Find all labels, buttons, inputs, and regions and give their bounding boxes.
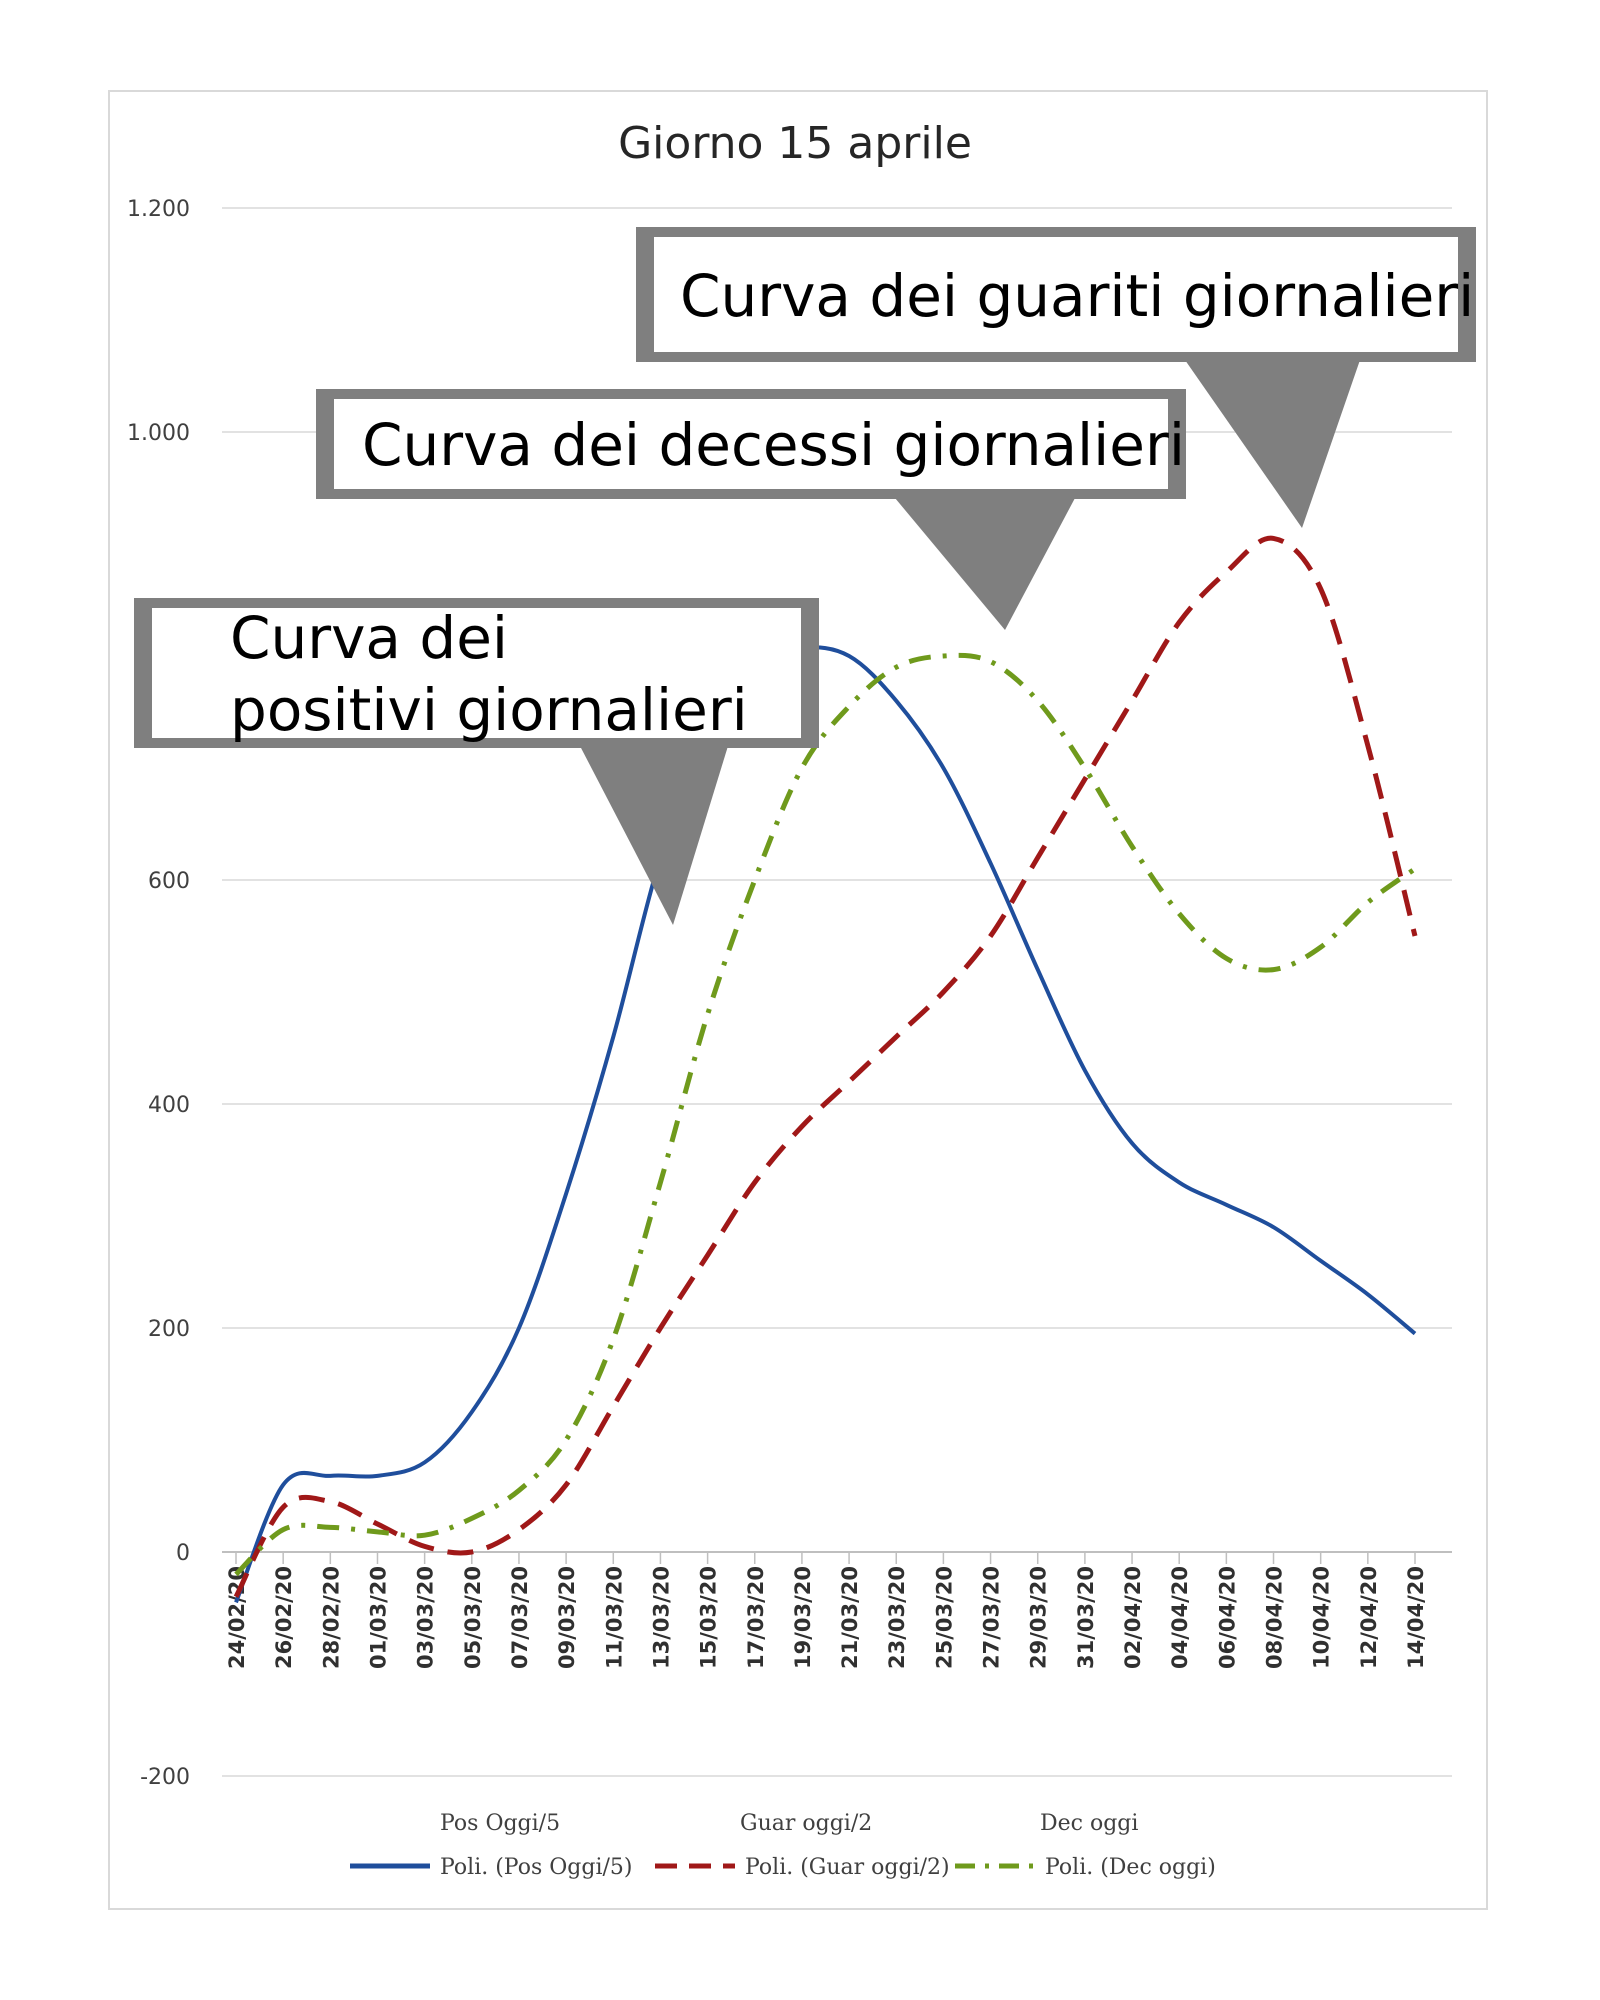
y-axis-ticks: -200 0 200 400 600 1.000 1.200: [127, 197, 190, 1790]
x-tick-label: 23/03/20: [885, 1566, 909, 1669]
callout-text: Curva dei: [230, 604, 508, 672]
x-tick-label: 31/03/20: [1074, 1566, 1098, 1669]
y-tick-label: 600: [148, 869, 190, 894]
y-tick-label: 0: [176, 1541, 190, 1566]
callout-layer: Curva dei guariti giornalieri Curva dei d…: [134, 227, 1476, 925]
x-tick-label: 15/03/20: [697, 1566, 721, 1669]
x-tick-label: 07/03/20: [508, 1566, 532, 1669]
chart-title: Giorno 15 aprile: [618, 118, 972, 169]
y-tick-label: 200: [148, 1317, 190, 1342]
series-line-2: [234, 652, 1417, 1577]
legend-entry-bottom: Poli. (Dec oggi): [1045, 1855, 1216, 1880]
series-line-1: [233, 535, 1418, 1598]
x-tick-label: 09/03/20: [555, 1566, 579, 1669]
x-tick-label: 27/03/20: [980, 1566, 1004, 1669]
legend: Pos Oggi/5 Guar oggi/2 Dec oggi Poli. (Pos …: [350, 1811, 1216, 1880]
x-tick-label: 10/04/20: [1310, 1566, 1334, 1669]
x-tick-label: 25/03/20: [932, 1566, 956, 1669]
x-tick-label: 03/03/20: [414, 1566, 438, 1669]
x-tick-label: 01/03/20: [366, 1566, 390, 1669]
callout-pointer: [1185, 360, 1360, 528]
x-tick-label: 08/04/20: [1263, 1566, 1287, 1669]
legend-entry-top: Dec oggi: [1040, 1811, 1138, 1836]
x-tick-label: 02/04/20: [1121, 1566, 1145, 1669]
series-line-0: [234, 645, 1417, 1604]
y-tick-label: 400: [148, 1093, 190, 1118]
x-tick-label: 17/03/20: [744, 1566, 768, 1669]
x-tick-label: 21/03/20: [838, 1566, 862, 1669]
callout-text: Curva dei decessi giornalieri: [362, 411, 1185, 479]
x-axis-ticks: 24/02/20 26/02/20 28/02/20 01/03/20 03/03/20…: [225, 1552, 1428, 1669]
x-tick-label: 13/03/20: [649, 1566, 673, 1669]
legend-entry-top: Pos Oggi/5: [440, 1811, 560, 1836]
legend-entry-top: Guar oggi/2: [740, 1811, 872, 1836]
x-tick-label: 06/04/20: [1215, 1566, 1239, 1669]
callout-fill: [334, 399, 1168, 489]
x-tick-label: 12/04/20: [1357, 1566, 1381, 1669]
x-tick-label: 26/02/20: [272, 1566, 296, 1669]
x-tick-label: 19/03/20: [791, 1566, 815, 1669]
x-tick-label: 11/03/20: [602, 1566, 626, 1669]
callout-text: positivi giornalieri: [230, 676, 748, 744]
x-tick-label: 14/04/20: [1404, 1566, 1428, 1669]
callout-pointer: [580, 746, 728, 925]
callout-text: Curva dei guariti giornalieri: [680, 262, 1474, 330]
callout-pointer: [895, 498, 1075, 630]
callout-0: Curva dei guariti giornalieri: [636, 227, 1476, 528]
y-tick-label: 1.000: [127, 421, 190, 446]
x-tick-label: 05/03/20: [461, 1566, 485, 1669]
callout-1: Curva dei decessi giornalieri: [316, 389, 1186, 630]
callout-fill: [654, 237, 1458, 352]
x-tick-label: 04/04/20: [1168, 1566, 1192, 1669]
x-tick-label: 28/02/20: [319, 1566, 343, 1669]
callout-fill: [152, 608, 801, 738]
x-tick-label: 29/03/20: [1027, 1566, 1051, 1669]
legend-entry-bottom: Poli. (Guar oggi/2): [745, 1855, 950, 1880]
y-tick-label: 1.200: [127, 197, 190, 222]
legend-entry-bottom: Poli. (Pos Oggi/5): [440, 1855, 632, 1880]
y-tick-label: -200: [140, 1765, 190, 1790]
